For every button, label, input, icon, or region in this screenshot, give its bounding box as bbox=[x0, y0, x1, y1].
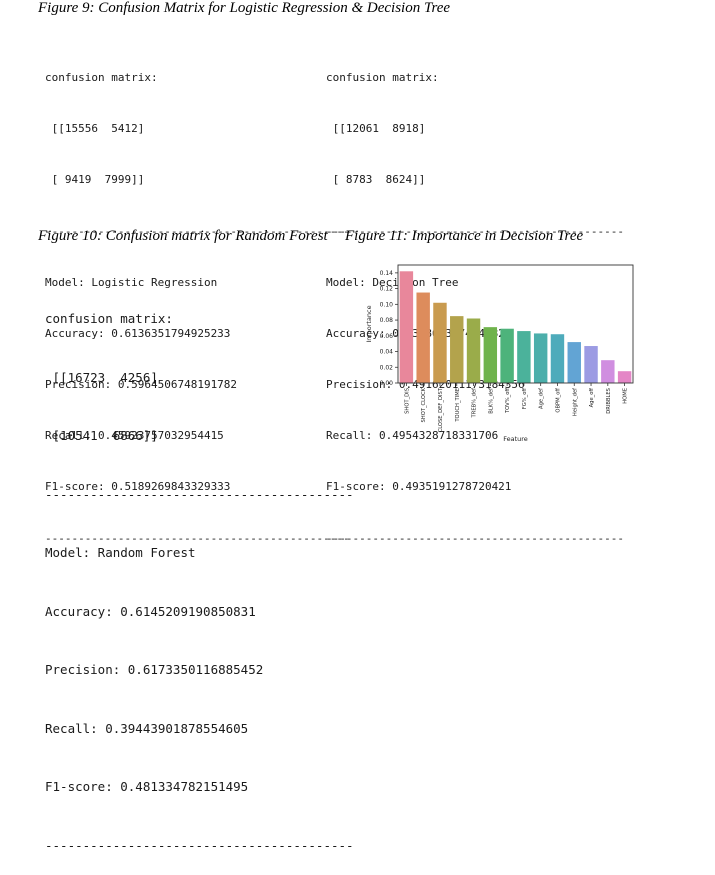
x-tick-label: CLOSE_DEF_DIST bbox=[438, 387, 444, 432]
y-tick-label: 0.02 bbox=[380, 364, 394, 371]
cm-header: confusion matrix: bbox=[326, 71, 439, 84]
bar bbox=[601, 360, 615, 383]
bar bbox=[567, 342, 581, 383]
bar bbox=[584, 346, 598, 383]
bar bbox=[550, 334, 565, 383]
y-tick-label: 0.10 bbox=[380, 301, 394, 308]
y-tick-label: 0.14 bbox=[380, 270, 394, 277]
cm-row: [10541 6866]] bbox=[45, 428, 158, 443]
bar bbox=[433, 302, 447, 383]
cm-header: confusion matrix: bbox=[45, 311, 173, 326]
figure-11-caption: Figure 11: Importance in Decision Tree bbox=[345, 228, 584, 244]
x-tick-label: TREB%_def bbox=[472, 388, 478, 419]
precision: Precision: 0.5964506748191782 bbox=[45, 378, 238, 391]
accuracy: Accuracy: 0.6145209190850831 bbox=[45, 603, 256, 619]
x-tick-label: FG%_off bbox=[522, 388, 528, 410]
forest-output: confusion matrix: [[16723 4256] [10541 6… bbox=[45, 270, 354, 875]
cm-row: [ 9419 7999]] bbox=[45, 173, 145, 186]
separator: ----------------------------------------… bbox=[45, 837, 354, 853]
f1-score: F1-score: 0.481334782151495 bbox=[45, 779, 249, 794]
separator: ----------------------------------------… bbox=[326, 225, 625, 238]
y-tick-label: 0.12 bbox=[380, 286, 394, 293]
x-tick-label: Height_def bbox=[572, 388, 578, 416]
y-tick-label: 0.08 bbox=[380, 317, 394, 324]
y-tick-label: 0.00 bbox=[380, 380, 394, 387]
x-tick-label: TOV%_off bbox=[505, 388, 511, 414]
cm-row: [[15556 5412] bbox=[45, 122, 145, 135]
plot-frame bbox=[397, 264, 634, 384]
bar bbox=[533, 333, 548, 383]
cm-row: [ 8783 8624]] bbox=[326, 173, 426, 186]
cm-row: [[12061 8918] bbox=[326, 122, 426, 135]
x-tick-label: Age_off bbox=[589, 388, 595, 408]
x-axis-label: Feature bbox=[503, 435, 528, 443]
accuracy: Accuracy: 0.6136351794925233 bbox=[45, 327, 231, 340]
figure-10-caption: Figure 10: Confusion matrix for Random F… bbox=[38, 228, 328, 244]
x-tick-label: BLK%_def bbox=[488, 388, 494, 414]
y-axis-label: Importance bbox=[365, 305, 373, 342]
y-tick-label: 0.04 bbox=[380, 349, 394, 356]
bar bbox=[483, 327, 498, 383]
figure-9-caption: Figure 9: Confusion Matrix for Logistic … bbox=[38, 0, 451, 16]
separator: ----------------------------------------… bbox=[45, 225, 350, 238]
cm-header: confusion matrix: bbox=[45, 71, 158, 84]
cm-row: [[16723 4256] bbox=[45, 369, 158, 385]
separator: ----------------------------------------… bbox=[45, 486, 354, 502]
model-name: Model: Random Forest bbox=[45, 545, 196, 560]
x-tick-label: TOUCH_TIME bbox=[455, 388, 461, 423]
importance-bar-chart: 0.00 0.02 0.04 0.06 0.08 0.10 0.12 0.14 SHOT_DIS… bbox=[365, 264, 634, 443]
x-tick-label: DRIBBLES bbox=[606, 388, 612, 414]
x-tick-label: SHOT_DIS bbox=[404, 388, 410, 414]
bar bbox=[399, 271, 414, 383]
model-name: Model: Logistic Regression bbox=[45, 276, 218, 289]
separator: ----------------------------------------… bbox=[326, 532, 625, 545]
recall: Recall: 0.39443901878554605 bbox=[45, 720, 249, 736]
recall: Recall: 0.4954328718331706 bbox=[326, 429, 499, 442]
bar bbox=[517, 331, 531, 383]
bar bbox=[416, 292, 430, 383]
f1-score: F1-score: 0.4935191278720421 bbox=[326, 480, 512, 493]
x-tick-label: SHOT_CLOCK bbox=[421, 387, 427, 422]
x-tick-label: HOME bbox=[623, 388, 629, 404]
recall: Recall: 0.45923757032954415 bbox=[45, 429, 224, 442]
bar bbox=[450, 316, 464, 383]
y-tick-label: 0.06 bbox=[380, 333, 394, 340]
bar bbox=[617, 371, 632, 383]
bar bbox=[500, 328, 514, 383]
x-tick-label: Age_def bbox=[539, 388, 545, 409]
x-tick-label: OBPM_off bbox=[555, 388, 561, 413]
precision: Precision: 0.6173350116885452 bbox=[45, 662, 264, 677]
bar bbox=[466, 318, 481, 383]
